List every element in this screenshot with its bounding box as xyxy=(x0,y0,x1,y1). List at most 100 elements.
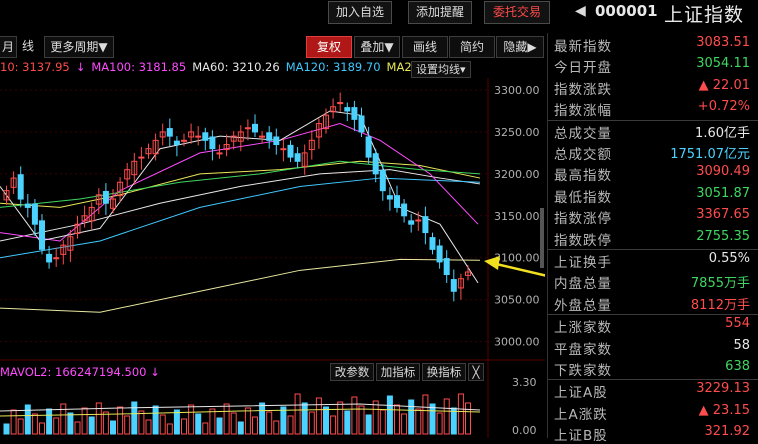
candle-body xyxy=(181,139,187,142)
candle-body xyxy=(315,123,322,138)
add-watchlist-button[interactable]: 加入自选 xyxy=(328,1,392,24)
volume-bar xyxy=(39,422,45,435)
volume-bar xyxy=(145,419,152,435)
set-ma-dropdown[interactable]: 设置均线▾ xyxy=(411,61,471,78)
candle-body xyxy=(81,215,88,222)
volume-bar xyxy=(351,396,358,435)
simple-mode-button[interactable]: 简约 xyxy=(449,36,495,58)
annotation-arrowhead xyxy=(484,256,500,270)
volume-bar xyxy=(173,409,180,435)
switch-indicator-button[interactable]: 换指标 xyxy=(422,363,466,381)
candle-body xyxy=(138,156,145,159)
candle-body xyxy=(450,279,457,292)
ma20-line xyxy=(0,160,481,208)
volume-bar xyxy=(67,412,74,435)
volume-bar xyxy=(81,407,88,435)
quote-value: +0.72% xyxy=(697,99,750,115)
volume-bar xyxy=(230,412,237,435)
quote-value: 58 xyxy=(733,337,750,353)
panel-separator xyxy=(548,314,758,316)
volume-bar xyxy=(152,405,159,435)
candle-body xyxy=(95,194,102,205)
candle-body xyxy=(145,148,152,155)
quote-value: 0.55% xyxy=(708,251,750,266)
quote-label: 下跌家数 xyxy=(554,363,612,379)
quote-label: 平盘家数 xyxy=(554,341,612,358)
candle-body xyxy=(308,139,315,151)
candle-body xyxy=(344,107,351,112)
add-indicator-button[interactable]: 加指标 xyxy=(376,363,420,381)
edit-params-button[interactable]: 改参数 xyxy=(330,363,374,381)
candle-body xyxy=(74,223,81,234)
candle-body xyxy=(287,144,294,158)
ma-trend-arrow: ↓ xyxy=(75,60,86,74)
quote-row: 外盘总量 8112万手 xyxy=(548,292,756,314)
candle-body xyxy=(301,152,308,167)
candle-body xyxy=(415,219,422,222)
candle-body xyxy=(457,278,464,289)
candle-body xyxy=(365,136,372,158)
candle-body xyxy=(60,244,67,255)
ma60-value: MA60: 3210.26 xyxy=(192,60,280,74)
volume-bar xyxy=(181,418,187,435)
candle-body xyxy=(46,253,53,263)
ma-long-line xyxy=(0,258,481,313)
quote-row: 内盘总量 7855万手 xyxy=(548,270,756,292)
volume-bar xyxy=(443,398,450,435)
candle-body xyxy=(216,152,223,155)
candle-body xyxy=(166,128,173,137)
candle-body xyxy=(337,102,344,105)
quote-label: 外盘总量 xyxy=(554,297,612,314)
quote-row: 总成交额 1751.07亿元 xyxy=(548,141,756,163)
quote-value: 8112万手 xyxy=(690,297,750,313)
quote-value: 321.92 xyxy=(704,424,751,440)
quote-row: 最新指数 3083.51 xyxy=(548,33,756,55)
ma10-value: 10: 3137.95 xyxy=(0,60,70,74)
period-month-tab[interactable]: 月 xyxy=(0,36,17,58)
volume-bar xyxy=(301,402,308,435)
y-axis-label: 3250.00 xyxy=(494,126,540,139)
volume-bar xyxy=(450,407,457,435)
moving-average-legend: 10: 3137.95 ↓ MA100: 3181.85 MA60: 3210.26 M… xyxy=(0,60,418,76)
volume-bar xyxy=(117,406,124,435)
more-periods-dropdown[interactable]: 更多周期▼ xyxy=(44,36,114,58)
candle-body xyxy=(372,153,379,175)
candle-body xyxy=(230,135,237,142)
quote-value: 638 xyxy=(725,359,750,374)
volume-bar xyxy=(24,404,31,435)
scrollbar-thumb xyxy=(540,208,544,268)
volume-bar xyxy=(159,414,166,435)
volume-bar xyxy=(17,418,24,435)
add-alert-button[interactable]: 添加提醒 xyxy=(408,1,472,24)
quote-label: 上证B股 xyxy=(554,428,608,444)
candle-body xyxy=(209,136,216,150)
quote-value: 3367.65 xyxy=(696,207,750,223)
close-icon[interactable]: ╳ xyxy=(468,363,484,381)
overlay-button[interactable]: 叠加▼ xyxy=(354,36,400,58)
candle-body xyxy=(401,203,408,217)
quote-row: 今日开盘 3054.11 xyxy=(548,54,756,76)
quote-label: 指数涨幅 xyxy=(554,103,612,120)
period-line-label[interactable]: 线 xyxy=(21,39,34,53)
quote-row: 指数涨跌 ▲ 22.01 xyxy=(548,76,756,98)
quote-value: 3051.87 xyxy=(696,185,750,201)
candle-body xyxy=(88,206,95,222)
candle-body xyxy=(195,135,202,138)
back-arrow-icon[interactable]: ◀ xyxy=(575,3,586,19)
adjust-price-button[interactable]: 复权 xyxy=(306,36,352,58)
panel-separator xyxy=(548,119,758,121)
volume-indicator-label: MAVOL2: 166247194.500 ↓ xyxy=(0,365,160,379)
volume-bar xyxy=(216,417,223,435)
candle-body xyxy=(124,169,131,180)
place-order-button[interactable]: 委托交易 xyxy=(484,1,550,24)
volume-bar xyxy=(53,417,60,435)
candlestick-chart[interactable]: 3300.00 3250.00 3200.00 3150.00 3100.00 3050.… xyxy=(0,78,545,438)
quote-value: ▲ 22.01 xyxy=(698,77,750,93)
quote-row: 指数涨幅 +0.72% xyxy=(548,97,756,120)
quote-row: 上涨家数 554 xyxy=(548,314,756,336)
draw-line-button[interactable]: 画线 xyxy=(402,36,448,58)
volume-bar xyxy=(287,415,294,435)
hide-panel-button[interactable]: 隐藏▶ xyxy=(496,36,544,58)
quote-row: 最低指数 3051.87 xyxy=(548,184,756,206)
quote-row: 上A涨跌 ▲ 23.15 xyxy=(548,401,756,423)
